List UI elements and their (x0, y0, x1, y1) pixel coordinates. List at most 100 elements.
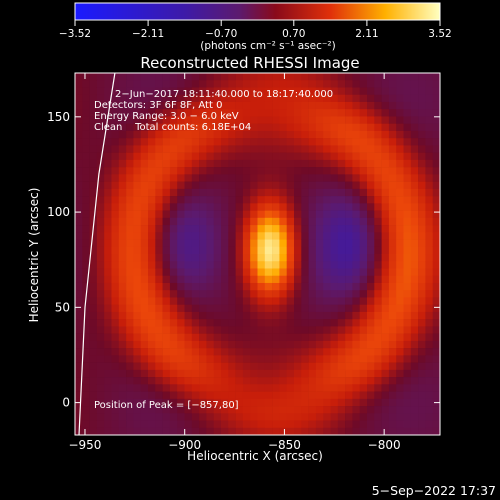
heatmap-cell (301, 174, 309, 182)
heatmap-cell (191, 413, 200, 421)
heatmap-cell (374, 391, 382, 400)
heatmap-cell (323, 232, 331, 240)
heatmap-cell (111, 152, 120, 161)
heatmap-cell (396, 297, 404, 305)
heatmap-cell (418, 384, 426, 392)
heatmap-cell (104, 355, 112, 363)
heatmap-cell (286, 109, 295, 117)
heatmap-cell (323, 427, 331, 435)
heatmap-cell (432, 391, 440, 400)
heatmap-cell (177, 87, 185, 96)
heatmap-cell (359, 145, 368, 153)
heatmap-cell (367, 196, 375, 204)
heatmap-cell (323, 311, 331, 320)
heatmap-cell (235, 369, 244, 378)
heatmap-cell (264, 355, 273, 363)
heatmap-cell (279, 94, 287, 103)
heatmap-cell (228, 398, 236, 407)
heatmap-cell (155, 203, 163, 211)
heatmap-cell (359, 384, 368, 392)
heatmap-cell (381, 340, 390, 349)
heatmap-cell (330, 282, 339, 291)
heatmap-cell (177, 239, 185, 248)
heatmap-cell (286, 145, 295, 153)
heatmap-cell (75, 311, 83, 320)
heatmap-cell (279, 377, 287, 385)
heatmap-cell (199, 355, 207, 363)
heatmap-cell (388, 427, 397, 435)
heatmap-cell (286, 398, 295, 407)
heatmap-cell (410, 246, 419, 255)
heatmap-cell (301, 123, 309, 132)
heatmap-cell (323, 304, 331, 313)
heatmap-cell (425, 130, 433, 139)
heatmap-cell (96, 319, 105, 327)
heatmap-cell (396, 369, 404, 378)
heatmap-cell (235, 123, 244, 132)
heatmap-cell (118, 159, 127, 168)
heatmap-cell (286, 290, 295, 298)
heatmap-cell (140, 109, 149, 117)
heatmap-cell (272, 116, 280, 124)
heatmap-cell (250, 391, 258, 400)
heatmap-cell (206, 167, 214, 175)
heatmap-cell (148, 232, 156, 240)
heatmap-cell (228, 290, 236, 298)
heatmap-cell (169, 196, 178, 204)
heatmap-cell (315, 130, 324, 139)
heatmap-cell (286, 355, 295, 363)
heatmap-cell (264, 282, 273, 291)
heatmap-cell (235, 362, 244, 371)
heatmap-cell (184, 123, 193, 132)
heatmap-cell (345, 101, 353, 110)
heatmap-cell (75, 348, 83, 356)
heatmap-cell (96, 427, 105, 435)
heatmap-cell (308, 210, 317, 219)
heatmap-cell (133, 398, 141, 407)
heatmap-cell (323, 246, 331, 255)
heatmap-cell (374, 94, 382, 103)
heatmap-cell (345, 261, 353, 269)
heatmap-cell (111, 413, 120, 421)
heatmap-cell (104, 420, 112, 429)
heatmap-cell (162, 413, 171, 421)
heatmap-cell (133, 203, 141, 211)
heatmap-cell (228, 369, 236, 378)
heatmap-cell (367, 123, 375, 132)
heatmap-cell (374, 261, 382, 269)
heatmap-cell (432, 384, 440, 392)
heatmap-cell (279, 203, 287, 211)
heatmap-cell (155, 304, 163, 313)
heatmap-cell (104, 217, 112, 226)
heatmap-cell (169, 145, 178, 153)
heatmap-cell (337, 217, 346, 226)
heatmap-cell (381, 333, 390, 342)
annotation-total-counts: Clean Total counts: 6.18E+04 (94, 122, 251, 133)
heatmap-cell (96, 254, 105, 262)
heatmap-cell (191, 246, 200, 255)
heatmap-cell (432, 232, 440, 240)
heatmap-cell (133, 261, 141, 269)
heatmap-cell (286, 130, 295, 139)
heatmap-cell (221, 188, 229, 197)
heatmap-cell (308, 203, 317, 211)
heatmap-cell (367, 369, 375, 378)
heatmap-cell (396, 181, 404, 190)
heatmap-cell (177, 203, 185, 211)
heatmap-cell (418, 232, 426, 240)
heatmap-cell (191, 87, 200, 96)
heatmap-cell (104, 130, 112, 139)
heatmap-cell (330, 159, 339, 168)
heatmap-cell (432, 225, 440, 233)
heatmap-cell (118, 420, 127, 429)
heatmap-cell (330, 109, 339, 117)
heatmap-cell (89, 427, 98, 435)
heatmap-cell (403, 130, 412, 139)
heatmap-cell (374, 116, 382, 124)
heatmap-cell (199, 152, 207, 161)
heatmap-cell (264, 196, 273, 204)
heatmap-cell (367, 109, 375, 117)
heatmap-cell (191, 109, 200, 117)
heatmap-cell (403, 268, 412, 277)
heatmap-cell (104, 333, 112, 342)
